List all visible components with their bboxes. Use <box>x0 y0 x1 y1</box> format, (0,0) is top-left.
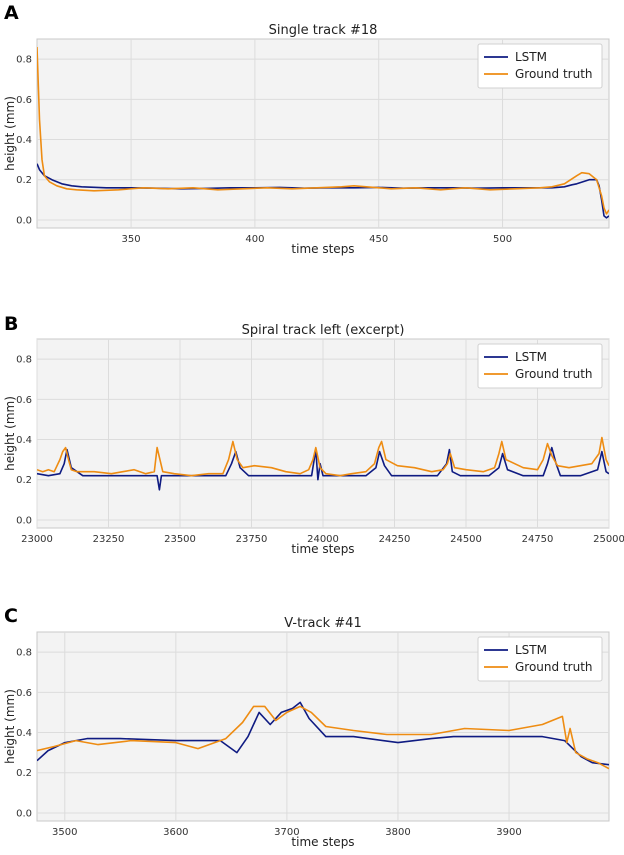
y-tick-label: 0.0 <box>16 515 32 526</box>
x-tick-label: 400 <box>245 234 264 245</box>
chart-title: Spiral track left (excerpt) <box>242 323 405 338</box>
x-tick-label: 23250 <box>93 534 125 545</box>
chart-panel-c: C V-track #41 3500 3600 3700 3800 3900 0.0 0.2 0.… <box>3 605 610 849</box>
chart-panel-b: B Spiral track left (excerpt) 23000 23250 23… <box>3 313 624 556</box>
y-axis-label: height (mm) <box>3 96 17 171</box>
y-tick-label: 0.4 <box>16 728 32 739</box>
x-tick-label: 3600 <box>163 827 188 838</box>
ground-truth-series-line <box>37 46 609 215</box>
x-tick-label: 24250 <box>379 534 411 545</box>
y-tick-label: 0.6 <box>16 688 32 699</box>
legend-label-lstm: LSTM <box>515 350 547 364</box>
x-tick-label: 24000 <box>307 534 339 545</box>
y-axis-label: height (mm) <box>3 396 17 471</box>
x-tick-label: 24750 <box>522 534 554 545</box>
x-axis-label: time steps <box>291 835 354 849</box>
y-tick-label: 0.0 <box>16 808 32 819</box>
x-tick-label: 3800 <box>385 827 410 838</box>
lstm-series-line <box>37 446 609 491</box>
y-tick-label: 0.0 <box>16 215 32 226</box>
y-tick-label: 0.8 <box>16 55 32 66</box>
y-tick-label: 0.6 <box>16 395 32 406</box>
x-tick-label: 3700 <box>274 827 299 838</box>
y-tick-label: 0.8 <box>16 355 32 366</box>
legend-label-lstm: LSTM <box>515 643 547 657</box>
x-tick-label: 500 <box>493 234 512 245</box>
legend-label-lstm: LSTM <box>515 50 547 64</box>
y-tick-label: 0.2 <box>16 768 32 779</box>
x-axis-label: time steps <box>291 542 354 556</box>
legend-box <box>477 636 603 682</box>
ground-truth-series-line <box>37 436 609 477</box>
y-tick-label: 0.8 <box>16 648 32 659</box>
lstm-series-line <box>37 701 609 766</box>
y-tick-label: 0.2 <box>16 175 32 186</box>
x-axis-label: time steps <box>291 242 354 256</box>
y-tick-label: 0.2 <box>16 475 32 486</box>
legend-label-ground-truth: Ground truth <box>515 367 593 381</box>
legend-box <box>477 343 603 389</box>
panel-letter: C <box>4 605 18 627</box>
x-tick-label: 3900 <box>496 827 521 838</box>
x-tick-label: 23750 <box>236 534 268 545</box>
x-tick-label: 23500 <box>164 534 196 545</box>
legend-label-ground-truth: Ground truth <box>515 660 593 674</box>
x-tick-label: 350 <box>122 234 141 245</box>
chart-title: V-track #41 <box>284 616 361 631</box>
y-tick-label: 0.6 <box>16 95 32 106</box>
legend-label-ground-truth: Ground truth <box>515 67 593 81</box>
chart-panel-a: A Single track #18 350 400 450 500 0.0 0.2 0.4 0.… <box>3 2 610 256</box>
y-tick-label: 0.4 <box>16 135 32 146</box>
x-tick-label: 24500 <box>450 534 482 545</box>
x-tick-label: 25000 <box>593 534 624 545</box>
panel-letter: A <box>4 2 19 24</box>
x-tick-label: 3500 <box>52 827 77 838</box>
panel-letter: B <box>4 313 18 335</box>
legend: LSTM Ground truth <box>477 43 603 89</box>
ground-truth-series-line <box>37 705 609 770</box>
x-tick-label: 450 <box>369 234 388 245</box>
y-tick-label: 0.4 <box>16 435 32 446</box>
y-axis-label: height (mm) <box>3 689 17 764</box>
chart-title: Single track #18 <box>269 23 378 38</box>
legend: LSTM Ground truth <box>477 636 603 682</box>
x-tick-label: 23000 <box>21 534 53 545</box>
legend-box <box>477 43 603 89</box>
legend: LSTM Ground truth <box>477 343 603 389</box>
